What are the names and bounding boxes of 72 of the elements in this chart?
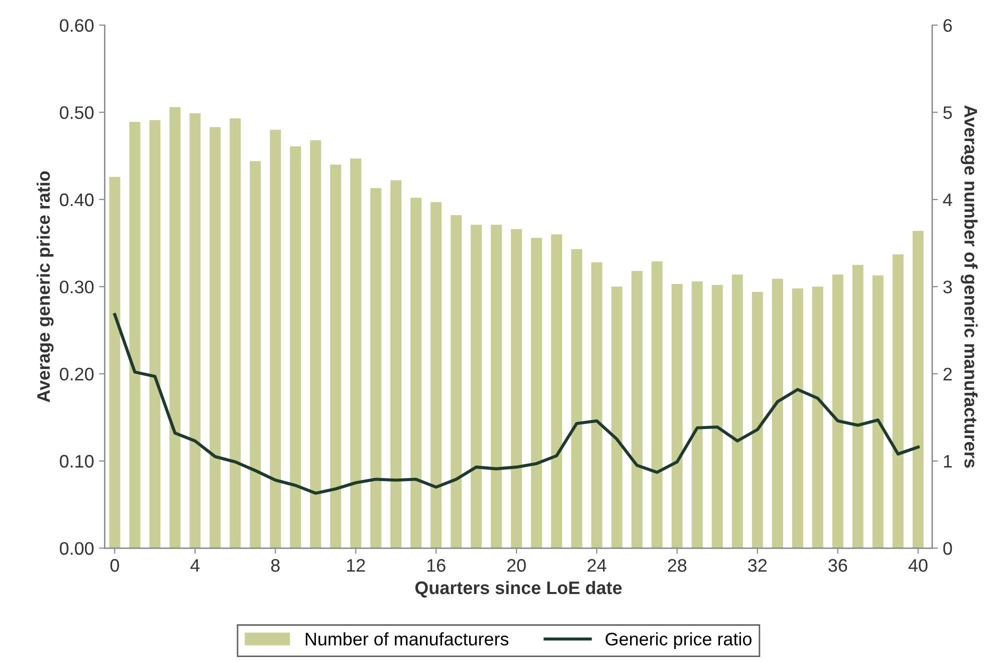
bar (129, 122, 140, 548)
y-axis-title: Average generic price ratio (36, 171, 54, 402)
y2-tick-label: 4 (943, 194, 952, 206)
bar (370, 188, 382, 548)
bar (571, 249, 582, 548)
bar (692, 281, 703, 548)
y-tick-label: 0.50 (60, 106, 94, 120)
x-tick-label: 28 (668, 559, 686, 572)
bar (792, 288, 804, 548)
x-tick-label: 36 (828, 559, 848, 572)
x-tick-label: 40 (908, 559, 928, 572)
bar (430, 202, 442, 548)
bar (772, 278, 784, 548)
bar (230, 118, 241, 548)
y2-tick-label: 5 (943, 106, 952, 120)
x-tick-label: 8 (271, 559, 280, 572)
x-tick-label: 16 (427, 559, 446, 572)
x-tick-label: 4 (190, 559, 200, 572)
y-tick-label: 0.30 (60, 280, 94, 294)
x-axis-title: Quarters since LoE date (415, 580, 622, 598)
y2-tick-label: 3 (943, 280, 952, 294)
y-tick-label: 0.40 (60, 193, 94, 206)
bar (270, 130, 281, 548)
bar (892, 254, 904, 548)
bar (530, 238, 542, 548)
bar (852, 264, 864, 548)
x-tick-label: 20 (507, 559, 526, 572)
bar (470, 224, 482, 548)
bar (450, 215, 462, 548)
line-series (113, 313, 920, 495)
bar (832, 274, 844, 548)
x-tick-label: 12 (347, 559, 365, 572)
bar (210, 127, 221, 548)
x-tick-label: 0 (110, 559, 120, 572)
y2-tick-label: 0 (943, 542, 952, 555)
bar (752, 292, 763, 548)
bar (872, 275, 884, 548)
bar (250, 161, 261, 548)
y-tick-label: 0.10 (60, 454, 94, 468)
bar (712, 284, 723, 548)
x-tick-label: 24 (588, 559, 606, 572)
y2-tick-label: 2 (944, 368, 952, 380)
bar (390, 180, 402, 548)
legend-label: Number of manufacturers (306, 632, 508, 646)
bar (109, 176, 120, 548)
bar (190, 113, 201, 548)
bar (732, 274, 743, 548)
legend-label: Generic price ratio (606, 632, 752, 650)
bar (169, 107, 181, 548)
y-tick-label: 0.60 (60, 19, 94, 32)
bar (350, 158, 362, 548)
bar (631, 270, 642, 548)
bar (591, 262, 602, 548)
bar (290, 146, 302, 548)
bar (510, 229, 522, 548)
bar (652, 261, 663, 548)
bar (611, 286, 622, 548)
bar (490, 224, 502, 548)
bar (672, 284, 683, 548)
bar (410, 198, 422, 548)
bar (812, 286, 824, 548)
bar (149, 120, 160, 548)
y2-tick-label: 6 (944, 19, 952, 32)
bar (551, 234, 562, 548)
bar (310, 140, 322, 548)
bar (330, 164, 342, 548)
y2-axis-title: Average number of generic manufacturers (960, 105, 978, 468)
bar (912, 230, 924, 548)
y-tick-label: 0.00 (60, 542, 94, 555)
y-tick-label: 0.20 (60, 368, 94, 381)
y2-tick-label: 1 (944, 455, 952, 468)
x-tick-label: 32 (748, 559, 767, 572)
